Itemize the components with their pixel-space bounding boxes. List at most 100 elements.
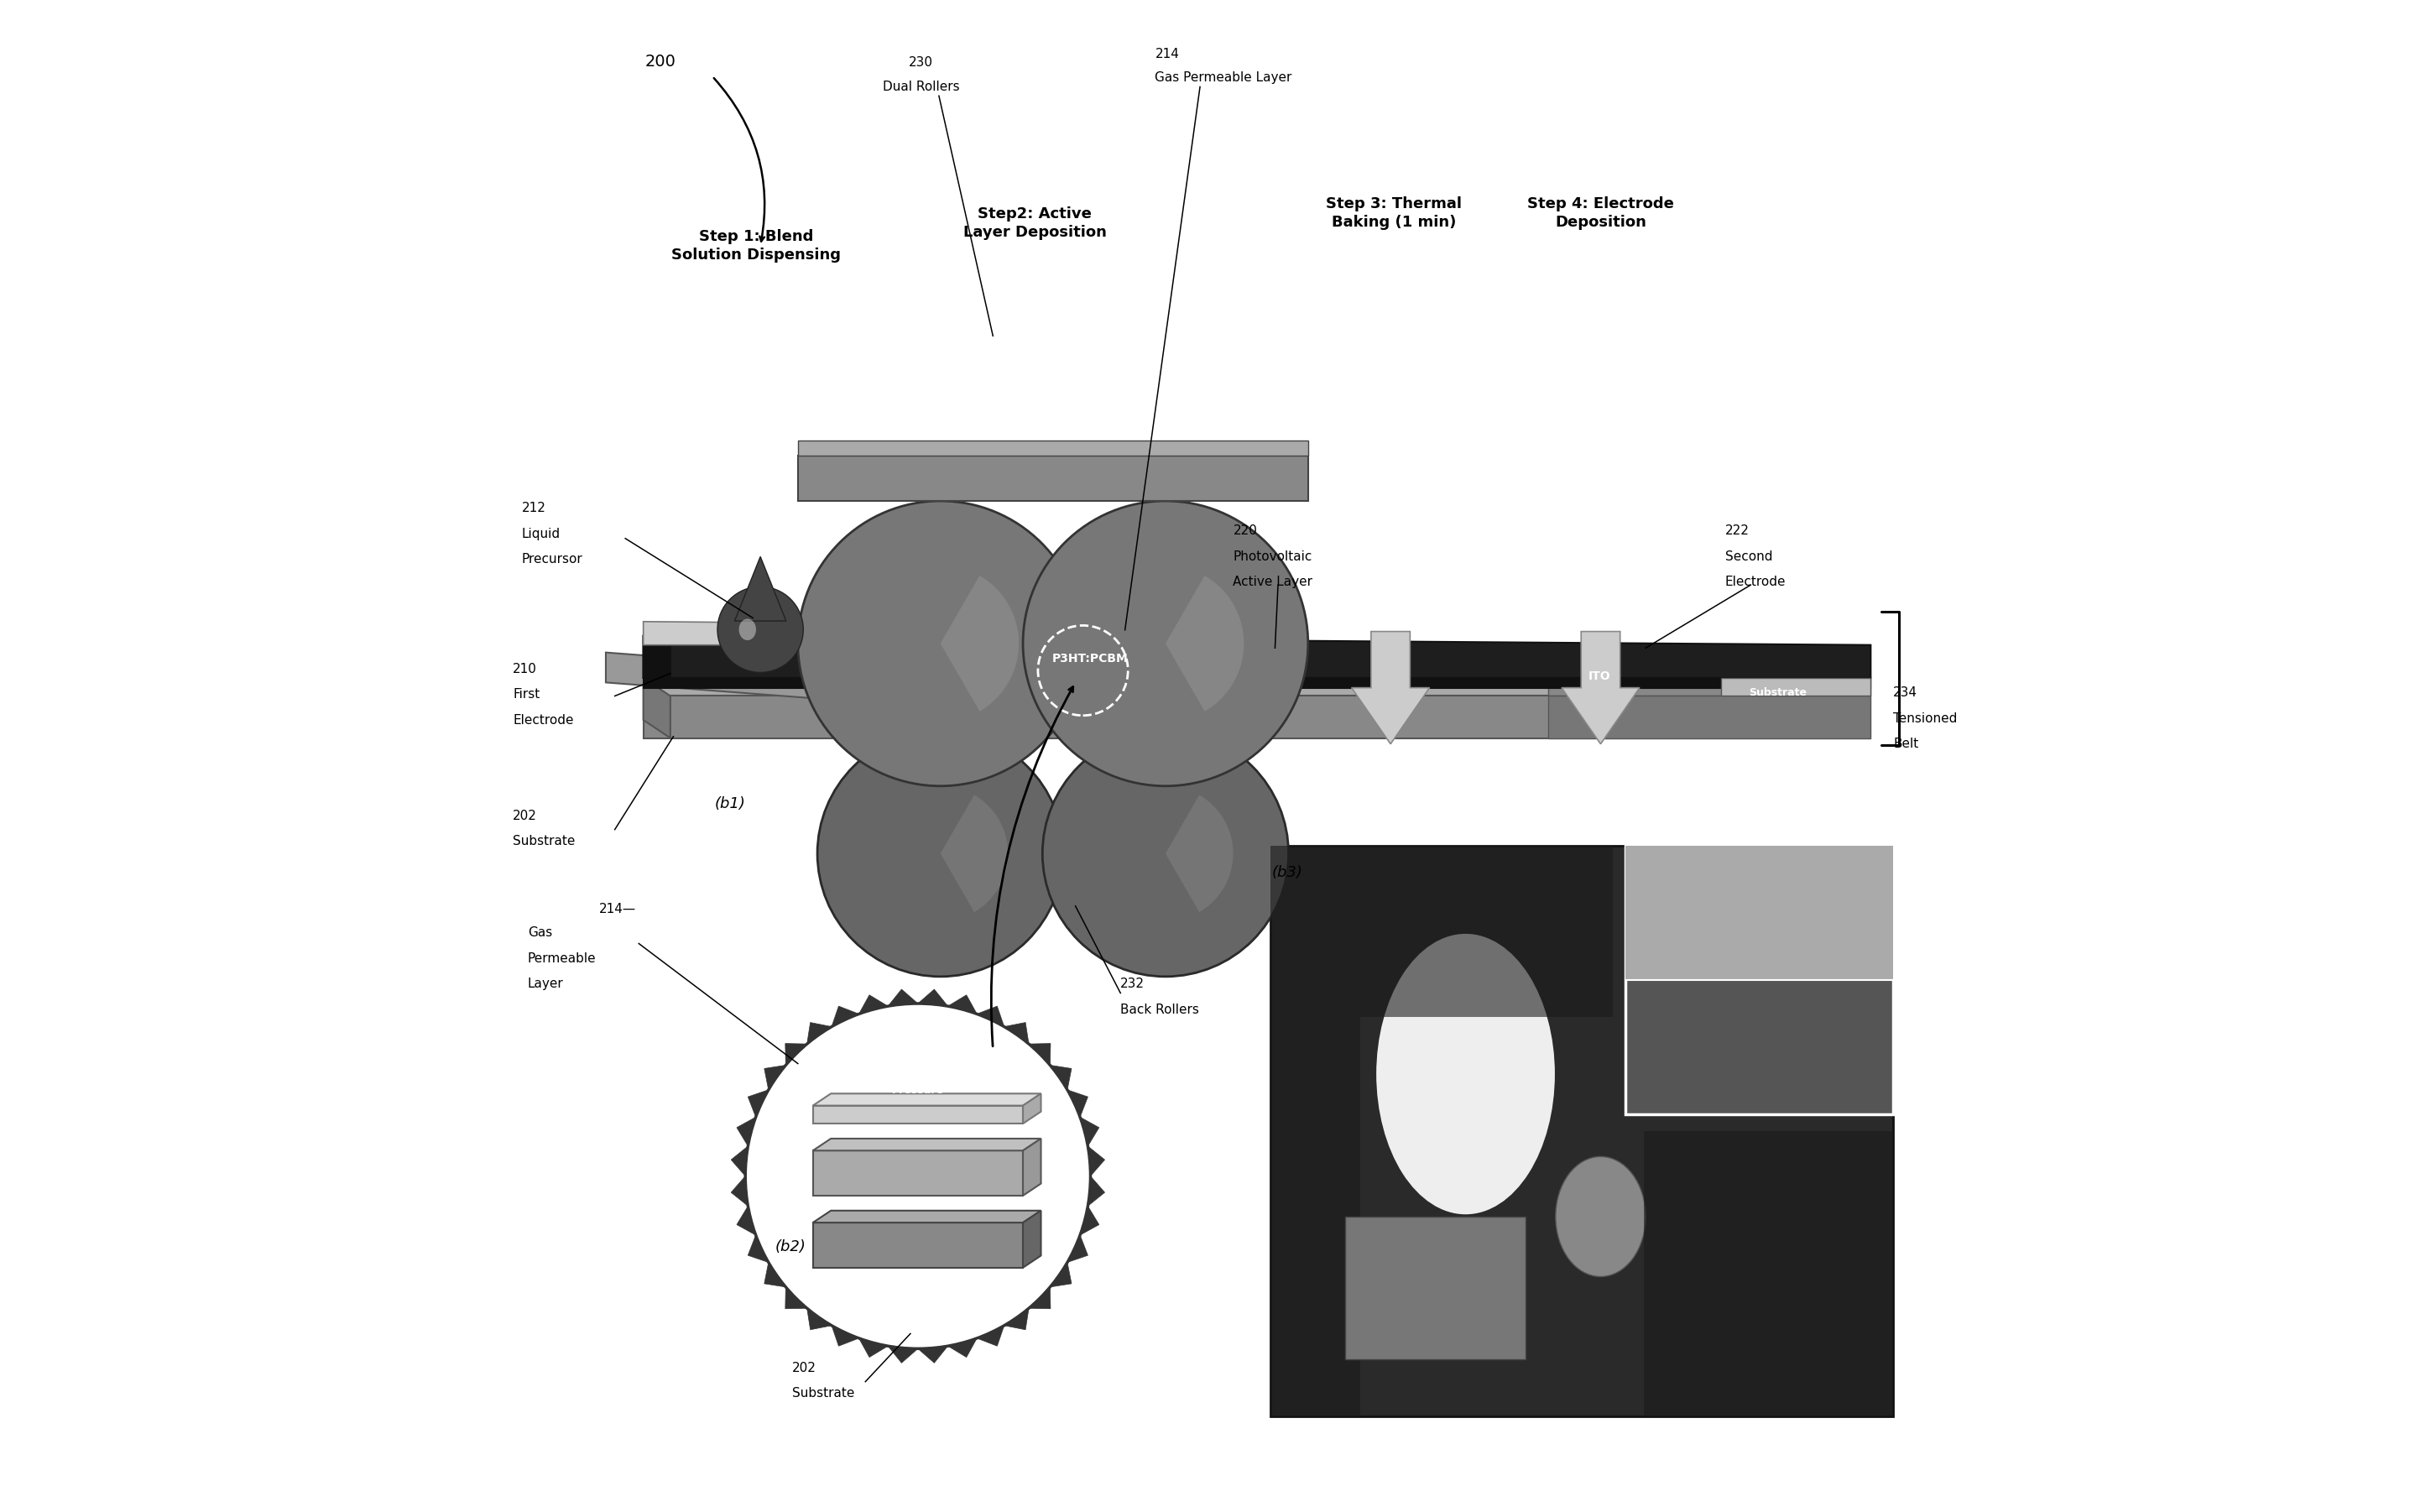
Text: (b3): (b3) [1272, 865, 1303, 880]
Polygon shape [1089, 1146, 1106, 1176]
Polygon shape [643, 677, 670, 738]
Polygon shape [860, 1338, 889, 1358]
Polygon shape [1028, 1287, 1050, 1309]
Polygon shape [643, 637, 1871, 677]
Text: Active Layer: Active Layer [1233, 576, 1313, 588]
Text: Precursor: Precursor [521, 553, 582, 565]
Text: Step 4: Electrode
Deposition: Step 4: Electrode Deposition [1527, 197, 1674, 230]
Polygon shape [731, 1176, 748, 1207]
Bar [1272, 847, 1893, 1417]
Text: Dual Rollers: Dual Rollers [882, 80, 960, 94]
Ellipse shape [896, 516, 940, 771]
Polygon shape [643, 677, 1871, 696]
Text: Step 1: Blend
Solution Dispensing: Step 1: Blend Solution Dispensing [670, 228, 840, 263]
Polygon shape [736, 556, 787, 621]
Polygon shape [643, 637, 670, 677]
Text: (b2): (b2) [775, 1238, 806, 1253]
Polygon shape [1352, 632, 1430, 744]
Bar [1345, 1217, 1525, 1359]
Polygon shape [643, 621, 1294, 646]
Polygon shape [607, 653, 843, 700]
Ellipse shape [1403, 975, 1530, 1173]
Wedge shape [1164, 795, 1233, 912]
Polygon shape [806, 1022, 831, 1043]
Polygon shape [1079, 1207, 1099, 1235]
Polygon shape [1028, 1043, 1050, 1064]
Polygon shape [1079, 1117, 1099, 1146]
Polygon shape [814, 1093, 1040, 1105]
Text: Pressure: Pressure [892, 1086, 943, 1096]
Polygon shape [831, 1326, 860, 1346]
Polygon shape [1004, 1022, 1028, 1043]
Text: 214: 214 [1155, 47, 1179, 60]
Ellipse shape [1376, 934, 1554, 1214]
Polygon shape [731, 1146, 748, 1176]
Polygon shape [1050, 1064, 1072, 1090]
Text: Liquid: Liquid [521, 528, 560, 540]
Bar [1644, 1131, 1893, 1417]
Polygon shape [736, 1117, 755, 1146]
Bar [799, 442, 1308, 457]
Polygon shape [889, 1346, 918, 1362]
Ellipse shape [1123, 516, 1164, 771]
Polygon shape [806, 1308, 831, 1329]
Circle shape [745, 1004, 1091, 1349]
Polygon shape [814, 1139, 1040, 1151]
Circle shape [1043, 730, 1289, 977]
Polygon shape [736, 1207, 755, 1235]
Polygon shape [889, 989, 918, 1005]
Circle shape [1023, 500, 1308, 786]
Text: 202: 202 [792, 1362, 816, 1374]
Polygon shape [1549, 677, 1871, 696]
Polygon shape [784, 1043, 806, 1064]
Text: Layer: Layer [529, 978, 563, 990]
Polygon shape [948, 995, 977, 1015]
Text: 202: 202 [514, 810, 536, 823]
Ellipse shape [904, 742, 940, 965]
Ellipse shape [1128, 742, 1164, 965]
Polygon shape [1023, 1139, 1040, 1196]
Text: Substrate: Substrate [792, 1388, 855, 1400]
Polygon shape [814, 1151, 1023, 1196]
Polygon shape [814, 1223, 1023, 1267]
Text: 214—: 214— [599, 903, 636, 915]
Text: 200: 200 [646, 53, 675, 70]
Polygon shape [918, 989, 948, 1005]
Bar [1272, 847, 1613, 1018]
Text: 220: 220 [1233, 525, 1257, 537]
Text: 222: 222 [1725, 525, 1749, 537]
Polygon shape [977, 1005, 1004, 1027]
Polygon shape [814, 1211, 1040, 1223]
Text: Gas Permeable Layer: Gas Permeable Layer [1155, 71, 1291, 85]
Text: 210: 210 [514, 662, 536, 676]
Polygon shape [765, 1064, 787, 1090]
Bar [1625, 847, 1893, 1114]
Text: Back Rollers: Back Rollers [1121, 1004, 1199, 1016]
Polygon shape [831, 1005, 860, 1027]
Circle shape [719, 587, 804, 673]
Text: Electrode: Electrode [514, 714, 572, 726]
Text: 234: 234 [1893, 686, 1917, 699]
Ellipse shape [738, 618, 755, 640]
Text: Substrate: Substrate [514, 835, 575, 848]
Ellipse shape [1386, 951, 1544, 1198]
Text: Tensioned: Tensioned [1893, 712, 1956, 724]
Bar [1625, 847, 1893, 980]
Wedge shape [940, 576, 1018, 711]
Polygon shape [643, 696, 1871, 738]
Polygon shape [1561, 632, 1639, 744]
Polygon shape [765, 1263, 787, 1287]
Text: P3HT:PCBM: P3HT:PCBM [1052, 653, 1128, 664]
Polygon shape [1720, 677, 1871, 696]
Wedge shape [940, 795, 1009, 912]
Text: (b1): (b1) [714, 797, 745, 812]
Polygon shape [748, 1090, 767, 1117]
Text: Step 3: Thermal
Baking (1 min): Step 3: Thermal Baking (1 min) [1325, 197, 1462, 230]
Text: Belt: Belt [1893, 738, 1920, 750]
Text: First: First [514, 688, 541, 700]
Polygon shape [860, 995, 889, 1015]
Polygon shape [1023, 1211, 1040, 1267]
Circle shape [799, 500, 1084, 786]
Bar [799, 457, 1308, 500]
Text: Permeable: Permeable [529, 953, 597, 965]
